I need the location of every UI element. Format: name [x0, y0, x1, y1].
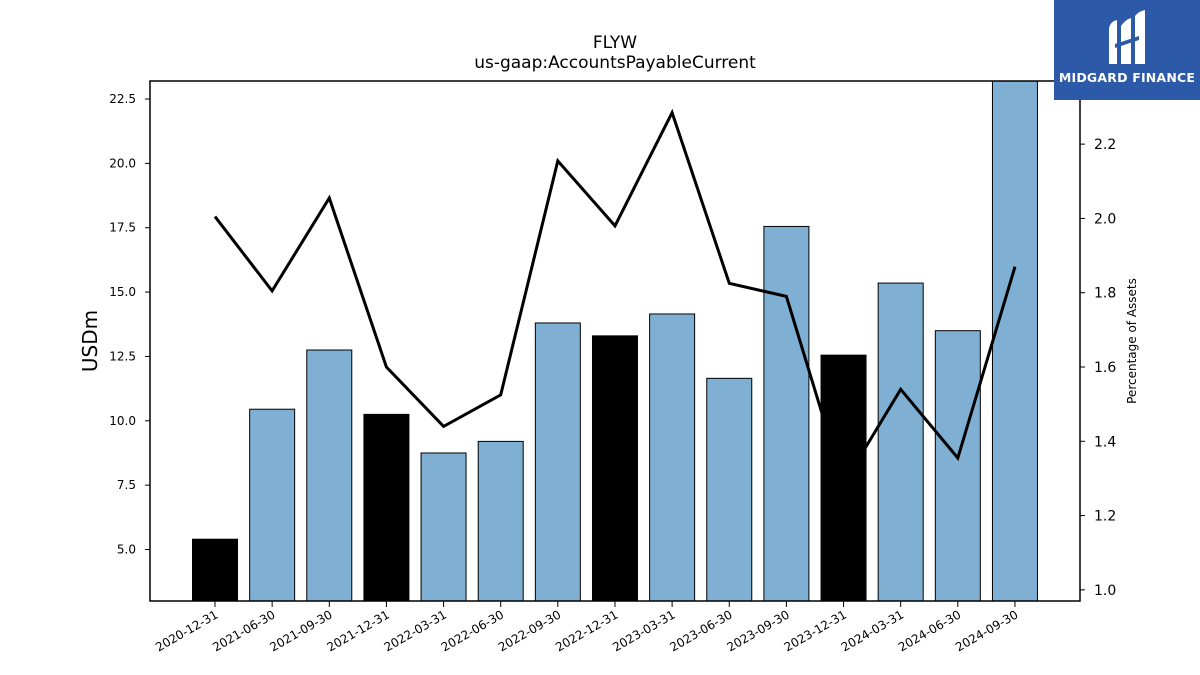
- bar-2022-12-31: [591, 335, 638, 602]
- x-tick-label: 2023-09-30: [724, 607, 791, 654]
- bar-2022-09-30: [534, 322, 581, 602]
- y-axis-label: USDm: [78, 310, 102, 372]
- bar-2022-03-31: [420, 452, 467, 602]
- x-tick-label: 2020-12-31: [153, 607, 220, 654]
- y-tick-label: 12.5: [109, 349, 136, 363]
- y2-tick-label: 1.2: [1094, 509, 1116, 525]
- bar-2020-12-31: [192, 538, 238, 602]
- bar-2024-06-30: [934, 330, 981, 602]
- y-tick-label: 7.5: [117, 478, 136, 492]
- chart-subtitle: us-gaap:AccountsPayableCurrent: [474, 53, 756, 73]
- x-tick-label: 2021-09-30: [267, 607, 334, 654]
- logo-text: MIDGARD FINANCE: [1058, 70, 1196, 85]
- y-tick-label: 22.5: [109, 92, 136, 106]
- x-tick-label: 2021-12-31: [325, 607, 392, 654]
- bar-2023-06-30: [706, 377, 753, 602]
- bar-2021-12-31: [363, 413, 410, 602]
- bar-2021-06-30: [249, 408, 296, 602]
- x-tick-label: 2022-12-31: [553, 607, 620, 654]
- x-tick-label: 2022-06-30: [439, 607, 506, 654]
- x-tick-label: 2023-03-31: [610, 607, 677, 654]
- y2-axis-label: Percentage of Assets: [1125, 278, 1139, 404]
- x-tick-label: 2024-03-31: [839, 607, 906, 654]
- bar-2023-12-31: [820, 354, 867, 602]
- chart-title: FLYW: [593, 33, 637, 53]
- x-tick-label: 2022-09-30: [496, 607, 563, 654]
- x-tick-label: 2022-03-31: [382, 607, 449, 654]
- y2-tick-label: 1.0: [1094, 583, 1116, 599]
- x-tick-label: 2024-06-30: [896, 607, 963, 654]
- y-tick-label: 20.0: [109, 156, 136, 170]
- bar-2022-06-30: [477, 440, 524, 602]
- y2-tick-label: 2.2: [1094, 137, 1116, 153]
- percentage-of-assets-line: [213, 108, 1017, 488]
- bar-2021-09-30: [306, 349, 353, 602]
- bar-2024-03-31: [877, 282, 924, 602]
- x-tick-label: 2021-06-30: [210, 607, 277, 654]
- y2-tick-label: 2.0: [1094, 211, 1116, 227]
- y2-tick-label: 1.8: [1094, 286, 1116, 302]
- y-tick-label: 10.0: [109, 414, 136, 428]
- midgard-logo-icon: [1109, 10, 1145, 64]
- bar-2023-03-31: [649, 313, 696, 602]
- x-tick-label: 2023-12-31: [782, 607, 849, 654]
- y2-tick-label: 1.6: [1094, 360, 1116, 376]
- y-tick-label: 5.0: [117, 543, 136, 557]
- x-tick-label: 2023-06-30: [667, 607, 734, 654]
- x-tick-label: 2024-09-30: [953, 607, 1020, 654]
- bar-2024-09-30: [991, 80, 1038, 602]
- midgard-finance-logo: MIDGARD FINANCE: [1054, 0, 1200, 100]
- y-tick-label: 15.0: [109, 285, 136, 299]
- y-tick-label: 17.5: [109, 221, 136, 235]
- y2-tick-label: 1.4: [1094, 434, 1116, 450]
- bar-2023-09-30: [763, 225, 810, 602]
